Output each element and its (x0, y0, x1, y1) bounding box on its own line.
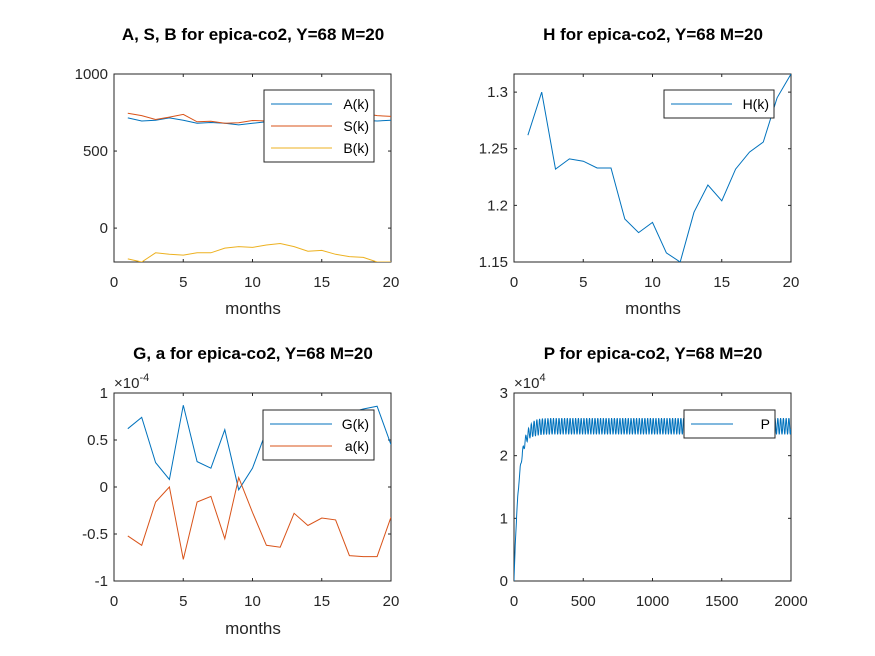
panel-3-exponent-base: ×10 (114, 375, 139, 392)
x-tick-label: 0 (110, 593, 118, 610)
y-tick-label: 0 (100, 220, 108, 237)
y-tick-label: 0 (100, 479, 108, 496)
legend-box (262, 409, 375, 461)
x-tick-label: 5 (579, 274, 587, 291)
panel-3-title: G, a for epica-co2, Y=68 M=20 (133, 344, 373, 363)
panel-2-xlabel: months (625, 299, 681, 318)
panel-2-axes: 0 5 10 15 20 1.15 1.2 1.25 1.3 (479, 73, 800, 291)
x-tick-label: 20 (783, 274, 800, 291)
y-tick-label: -1 (95, 573, 108, 590)
panel-3-exponent: ×10-4 (114, 372, 149, 392)
panel-1-title: A, S, B for epica-co2, Y=68 M=20 (122, 25, 384, 44)
legend: A(k) S(k) B(k) (263, 89, 375, 163)
series-line-bk (127, 242, 391, 262)
x-tick-label: 0 (110, 274, 118, 291)
legend-label: H(k) (743, 96, 769, 112)
x-tick-label: 2000 (774, 593, 807, 610)
y-tick-label: 0.5 (87, 432, 108, 449)
legend-label: a(k) (345, 438, 369, 454)
legend-label: S(k) (343, 118, 369, 134)
y-tick-label: 1.15 (479, 254, 508, 271)
x-tick-label: 1000 (636, 593, 669, 610)
x-tick-label: 5 (179, 274, 187, 291)
x-tick-label: 15 (313, 274, 330, 291)
x-tick-label: 500 (571, 593, 596, 610)
panel-2-plot-area: H(k) (527, 74, 791, 262)
y-tick-label: 3 (500, 385, 508, 402)
panel-3-xlabel: months (225, 619, 281, 638)
legend-label: B(k) (343, 140, 369, 156)
x-tick-label: 5 (179, 593, 187, 610)
panel-a-s-b: A, S, B for epica-co2, Y=68 M=20 0 5 10 15 2… (75, 25, 400, 318)
y-tick-label: 1.3 (487, 84, 508, 101)
panel-4-exponent-base: ×10 (514, 375, 539, 392)
legend-label: P (761, 416, 770, 432)
panel-1-plot-area: A(k) S(k) B(k) (127, 89, 391, 262)
panel-1-xlabel: months (225, 299, 281, 318)
x-tick-label: 0 (510, 593, 518, 610)
panel-4-exponent: ×104 (514, 372, 546, 392)
legend: G(k) a(k) (262, 409, 375, 461)
y-tick-label: -0.5 (82, 526, 108, 543)
y-tick-label: 1000 (75, 66, 108, 83)
x-tick-label: 15 (313, 593, 330, 610)
panel-3-exponent-power: -4 (139, 372, 149, 384)
panel-4-title: P for epica-co2, Y=68 M=20 (544, 344, 763, 363)
x-tick-label: 0 (510, 274, 518, 291)
series-line-hk (527, 74, 791, 262)
x-tick-label: 20 (383, 593, 400, 610)
y-tick-label: 1.25 (479, 141, 508, 158)
x-tick-label: 1500 (705, 593, 738, 610)
x-tick-label: 20 (383, 274, 400, 291)
y-tick-label: 0 (500, 573, 508, 590)
panel-h: H for epica-co2, Y=68 M=20 0 5 10 15 20 1.15 1… (479, 25, 800, 318)
legend: P (683, 409, 776, 439)
y-tick-label: 1.2 (487, 197, 508, 214)
x-tick-label: 10 (244, 274, 261, 291)
legend-label: G(k) (342, 416, 369, 432)
x-tick-label: 10 (644, 274, 661, 291)
panel-2-title: H for epica-co2, Y=68 M=20 (543, 25, 763, 44)
x-tick-label: 15 (713, 274, 730, 291)
panel-4-plot-area: P (514, 409, 791, 581)
y-tick-label: 2 (500, 448, 508, 465)
y-tick-label: 500 (83, 143, 108, 160)
panel-4-exponent-power: 4 (539, 372, 545, 384)
panel-p: P for epica-co2, Y=68 M=20 ×104 0 500 1000… (500, 344, 808, 610)
panel-3-plot-area: G(k) a(k) (127, 405, 391, 560)
panel-g-a: G, a for epica-co2, Y=68 M=20 ×10-4 0 5 10… (82, 344, 399, 638)
y-tick-label: 1 (100, 385, 108, 402)
legend-label: A(k) (343, 96, 369, 112)
legend: H(k) (663, 89, 775, 119)
y-tick-label: 1 (500, 510, 508, 527)
x-tick-label: 10 (244, 593, 261, 610)
series-line-ak (127, 475, 391, 560)
